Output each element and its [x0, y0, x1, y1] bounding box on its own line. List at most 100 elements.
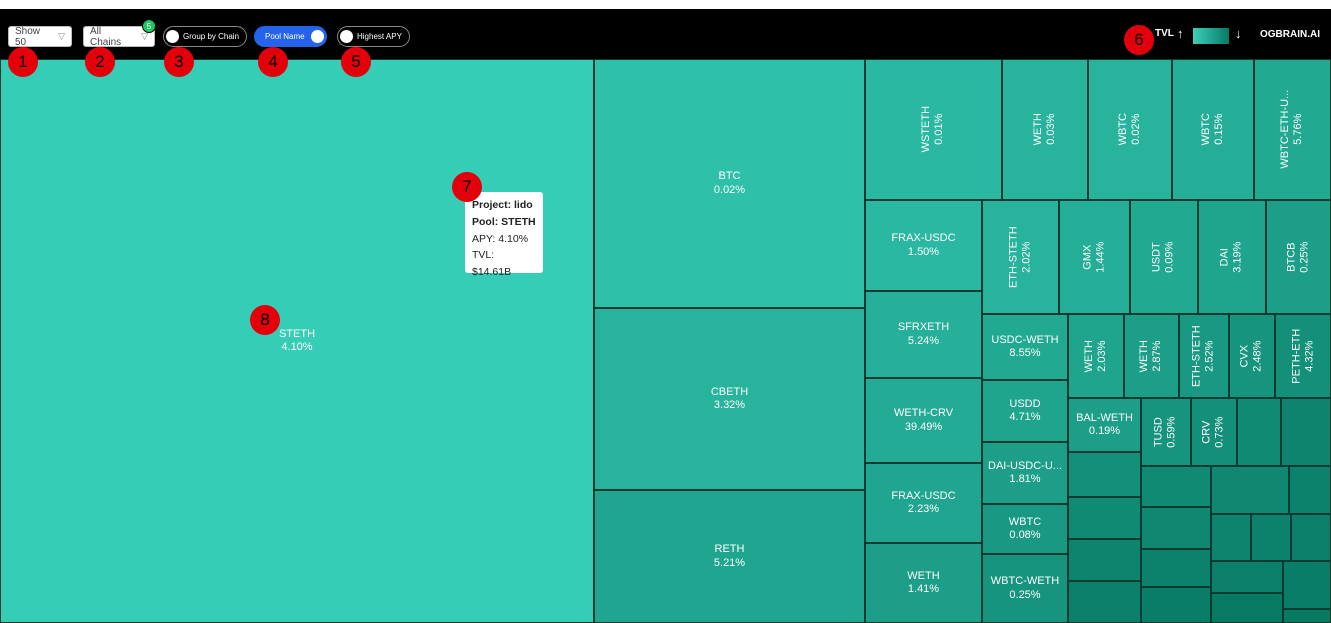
arrow-down-icon[interactable]: ↓ [1235, 26, 1242, 41]
treemap-tile[interactable]: WBTC-ETH-U... 5.76% [1254, 59, 1331, 200]
tile-label: CVX 2.48% [1239, 340, 1265, 371]
show-count-select[interactable]: Show 50 ▽ [8, 26, 72, 48]
chain-select[interactable]: All Chains ▽ [83, 26, 155, 48]
treemap-tile[interactable] [1237, 398, 1281, 466]
treemap-tile[interactable]: USDC-WETH 8.55% [982, 314, 1068, 380]
treemap-tile[interactable]: WSTETH 0.01% [865, 59, 1002, 200]
tile-label: CBETH 3.32% [711, 386, 748, 412]
tile-label: STETH 4.10% [279, 328, 315, 354]
tile-pool-name: CVX [1238, 344, 1251, 368]
tooltip-project: Project: lido [472, 199, 533, 211]
treemap-tile[interactable]: WBTC 0.02% [1088, 59, 1172, 200]
tile-apy: 0.08% [1009, 529, 1041, 541]
treemap-tile[interactable] [1251, 514, 1291, 561]
top-toolbar [0, 9, 1331, 59]
treemap-tile[interactable]: CRV 0.73% [1191, 398, 1237, 466]
treemap-tile[interactable] [1141, 549, 1211, 587]
toggle-knob [340, 30, 353, 43]
treemap-tile[interactable] [1068, 581, 1141, 623]
treemap-tile[interactable]: WETH-CRV 39.49% [865, 378, 982, 463]
annotation-marker: 5 [341, 47, 371, 77]
tile-pool-name: DAI-USDC-U... [988, 459, 1062, 472]
tile-pool-name: BTCB [1285, 242, 1298, 272]
pool-name-toggle[interactable]: Pool Name [254, 26, 327, 47]
tile-apy: 1.81% [1009, 473, 1041, 485]
tile-label: USDT 0.09% [1151, 241, 1177, 272]
treemap-tile[interactable]: WBTC-WETH 0.25% [982, 554, 1068, 623]
treemap-tile[interactable]: SFRXETH 5.24% [865, 291, 982, 378]
tile-apy: 0.01% [933, 113, 946, 146]
tile-pool-name: WSTETH [920, 106, 933, 153]
tile-label: WBTC-WETH 0.25% [991, 575, 1059, 601]
treemap-tile[interactable]: WETH 2.87% [1124, 314, 1179, 398]
annotation-marker: 3 [164, 47, 194, 77]
treemap-tile[interactable]: TUSD 0.59% [1141, 398, 1191, 466]
treemap-tile[interactable] [1211, 593, 1283, 623]
tile-label: USDD 4.71% [1009, 398, 1040, 424]
tile-label: CRV 0.73% [1201, 416, 1227, 447]
tile-apy: 4.10% [281, 341, 313, 353]
treemap-tile[interactable]: WBTC 0.15% [1172, 59, 1254, 200]
tvl-color-scale [1193, 28, 1229, 44]
group-by-chain-toggle[interactable]: Group by Chain [163, 26, 248, 47]
treemap-tile[interactable]: ETH-STETH 2.02% [982, 200, 1059, 314]
treemap-tile[interactable] [1283, 609, 1331, 623]
treemap-tile[interactable]: BAL-WETH 0.19% [1068, 398, 1141, 452]
treemap-tile[interactable] [1211, 466, 1289, 514]
treemap-tile[interactable] [1211, 514, 1251, 561]
treemap-tile[interactable]: WETH 1.41% [865, 543, 982, 623]
arrow-up-icon[interactable]: ↑ [1177, 26, 1184, 41]
tile-apy: 5.21% [713, 556, 746, 569]
treemap-tile[interactable] [1211, 561, 1283, 593]
tile-pool-name: FRAX-USDC [891, 489, 956, 502]
tile-apy: 0.02% [1129, 113, 1142, 146]
treemap-tile[interactable] [1281, 398, 1331, 466]
tile-apy: 3.19% [1231, 241, 1244, 273]
tile-apy: 2.02% [1020, 241, 1033, 273]
treemap-tile[interactable]: FRAX-USDC 2.23% [865, 463, 982, 543]
tile-pool-name: TUSD [1152, 417, 1165, 447]
pool-name-label: Pool Name [265, 32, 305, 41]
tile-label: SFRXETH 5.24% [898, 321, 949, 347]
annotation-marker: 4 [258, 47, 288, 77]
treemap-tile[interactable]: DAI 3.19% [1198, 200, 1266, 314]
treemap-tile[interactable] [1141, 587, 1211, 623]
tile-apy: 2.48% [1251, 340, 1264, 372]
tooltip-tvl: TVL: $14.61B [472, 249, 512, 279]
treemap-tile[interactable] [1141, 466, 1211, 507]
chain-count-badge: 5 [142, 19, 156, 33]
treemap-tile[interactable] [1068, 452, 1141, 497]
treemap-tile[interactable] [1068, 539, 1141, 581]
treemap-tile[interactable] [1283, 561, 1331, 609]
treemap-tile[interactable] [1141, 507, 1211, 549]
treemap-tile[interactable]: CBETH 3.32% [594, 308, 865, 490]
treemap-tile[interactable]: RETH 5.21% [594, 490, 865, 623]
treemap-tile[interactable]: WETH 0.03% [1002, 59, 1088, 200]
treemap-tile[interactable]: CVX 2.48% [1229, 314, 1275, 398]
tile-pool-name: USDD [1009, 397, 1041, 410]
tile-pool-name: USDT [1150, 242, 1163, 272]
tile-label: WETH-CRV 39.49% [894, 407, 953, 433]
tile-label: RETH 5.21% [714, 543, 745, 569]
treemap-tile[interactable]: USDT 0.09% [1130, 200, 1198, 314]
treemap-tile[interactable]: WBTC 0.08% [982, 504, 1068, 554]
chevron-down-icon: ▽ [58, 31, 65, 41]
treemap-tile[interactable]: STETH 4.10% [0, 59, 594, 623]
treemap-tile[interactable]: USDD 4.71% [982, 380, 1068, 442]
treemap-tile[interactable]: ETH-STETH 2.52% [1179, 314, 1229, 398]
treemap-tile[interactable]: DAI-USDC-U... 1.81% [982, 442, 1068, 504]
tile-label: WBTC 0.02% [1117, 113, 1143, 145]
treemap-tile[interactable]: GMX 1.44% [1059, 200, 1130, 314]
treemap-tile[interactable]: BTCB 0.25% [1266, 200, 1331, 314]
highest-apy-toggle[interactable]: Highest APY [337, 26, 410, 47]
tile-apy: 2.52% [1204, 340, 1217, 372]
treemap-tile[interactable] [1289, 466, 1331, 514]
treemap-tile[interactable]: WETH 2.03% [1068, 314, 1124, 398]
treemap-tile[interactable]: FRAX-USDC 1.50% [865, 200, 982, 291]
treemap-tile[interactable]: BTC 0.02% [594, 59, 865, 308]
treemap-tile[interactable] [1291, 514, 1331, 561]
treemap-tile[interactable] [1068, 497, 1141, 539]
treemap-tile[interactable]: PETH-ETH 4.32% [1275, 314, 1331, 398]
tile-pool-name: WETH [1138, 339, 1151, 373]
tile-label: WETH 2.03% [1083, 340, 1109, 372]
